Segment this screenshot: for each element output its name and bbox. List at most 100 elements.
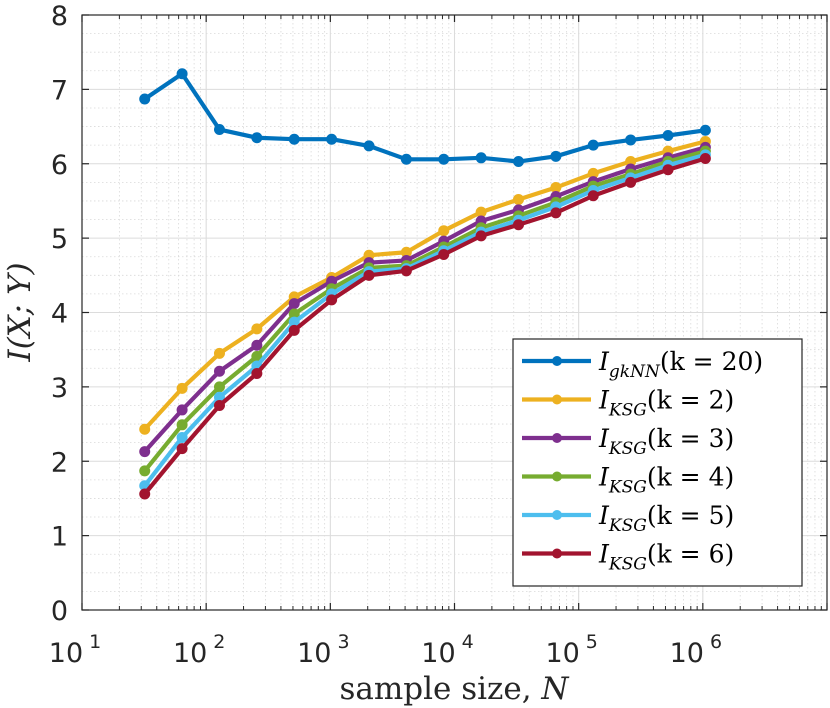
legend-label-subscript: KSG <box>608 439 647 459</box>
legend-box <box>512 338 803 587</box>
x-tick-label: 10 4 <box>421 631 473 669</box>
series-line <box>142 149 708 474</box>
series-line <box>142 145 708 454</box>
legend-swatch-marker <box>552 433 562 443</box>
y-tick-label: 8 <box>51 1 68 32</box>
data-point <box>400 153 412 165</box>
legend-item: IKSG(k = 2) <box>522 386 734 421</box>
legend-label-symbol: I <box>598 424 610 453</box>
legend-label-subscript: gkNN <box>609 362 661 382</box>
legend-label-symbol: I <box>598 347 610 376</box>
legend-item: IKSG(k = 6) <box>522 540 734 575</box>
x-tick-label-base: 10 <box>545 638 579 669</box>
legend-label-args: (k = 20) <box>660 347 763 376</box>
data-point <box>251 367 263 379</box>
data-point <box>176 419 188 431</box>
legend-swatch-marker <box>552 548 562 559</box>
data-point <box>513 219 525 231</box>
data-point <box>475 230 487 242</box>
data-point <box>326 294 338 306</box>
legend-label-args: (k = 3) <box>647 424 734 453</box>
data-point <box>625 134 637 146</box>
data-point <box>475 152 487 164</box>
legend-label-subscript: KSG <box>608 401 647 421</box>
x-tick-label-exponent: 2 <box>213 631 225 653</box>
legend-label-subscript: KSG <box>608 478 647 498</box>
data-point <box>288 298 300 310</box>
x-tick-label-exponent: 3 <box>337 631 349 653</box>
data-point <box>176 404 188 416</box>
data-point <box>662 129 674 141</box>
x-axis-title-variable: N <box>540 671 570 707</box>
data-point <box>139 465 151 477</box>
legend-label-symbol: I <box>598 501 610 530</box>
data-point <box>176 431 188 443</box>
data-point <box>176 68 188 80</box>
y-tick-label: 2 <box>51 447 68 478</box>
legend-swatch-marker <box>552 471 562 482</box>
data-point <box>213 347 225 359</box>
x-tick-label: 10 5 <box>545 631 597 669</box>
data-point <box>251 132 263 144</box>
x-tick-label: 10 3 <box>297 631 349 669</box>
data-point <box>587 190 599 202</box>
data-point <box>438 225 450 237</box>
x-tick-label-exponent: 4 <box>462 631 474 653</box>
data-point <box>139 488 151 500</box>
data-point <box>139 423 151 435</box>
legend-label: IgkNN(k = 20) <box>598 347 763 382</box>
data-point <box>550 207 562 219</box>
x-tick-label-exponent: 6 <box>710 631 722 653</box>
series-line <box>142 152 708 488</box>
legend-label: IKSG(k = 5) <box>598 501 734 536</box>
x-tick-label: 10 2 <box>173 631 225 669</box>
data-point <box>662 164 674 176</box>
data-point <box>438 248 450 260</box>
x-tick-label-base: 10 <box>173 638 207 669</box>
y-tick-label: 0 <box>51 596 68 627</box>
data-point <box>213 124 225 136</box>
data-point <box>139 93 151 105</box>
data-point <box>251 339 263 351</box>
legend-label-symbol: I <box>598 386 610 415</box>
x-tick-label-exponent: 1 <box>89 631 101 653</box>
y-tick-label: 6 <box>51 150 68 181</box>
series-line <box>142 71 708 164</box>
data-point <box>699 153 711 165</box>
x-tick-label: 10 1 <box>49 631 101 669</box>
legend-item: IKSG(k = 4) <box>522 463 734 498</box>
legend-item: IKSG(k = 3) <box>522 424 734 459</box>
data-point <box>400 265 412 277</box>
x-tick-label-base: 10 <box>421 638 455 669</box>
x-tick-label-base: 10 <box>297 638 331 669</box>
legend-item: IgkNN(k = 20) <box>522 347 763 382</box>
legend-item: IKSG(k = 5) <box>522 501 734 536</box>
data-point <box>213 399 225 411</box>
data-point <box>363 269 375 281</box>
data-point <box>326 133 338 145</box>
x-tick-label-exponent: 5 <box>586 631 598 653</box>
legend-label-args: (k = 6) <box>647 540 734 569</box>
data-point <box>251 323 263 335</box>
y-tick-label: 5 <box>51 224 68 255</box>
legend-label: IKSG(k = 2) <box>598 386 734 421</box>
data-point <box>213 365 225 377</box>
y-tick-label: 7 <box>51 75 68 106</box>
legend-label-symbol: I <box>598 540 610 569</box>
legend-label: IKSG(k = 6) <box>598 540 734 575</box>
legend-label-subscript: KSG <box>608 516 647 536</box>
legend-label-args: (k = 5) <box>647 501 734 530</box>
legend-label: IKSG(k = 3) <box>598 424 734 459</box>
series-5 <box>139 153 711 500</box>
x-tick-label: 10 6 <box>670 631 722 669</box>
data-point <box>176 382 188 394</box>
legend-label-args: (k = 2) <box>647 386 734 415</box>
axis-titles-layer: sample size, N I(X; Y) <box>2 262 570 707</box>
y-tick-label: 4 <box>51 299 68 330</box>
data-point <box>699 124 711 136</box>
data-point <box>288 324 300 336</box>
series-2 <box>139 141 711 458</box>
